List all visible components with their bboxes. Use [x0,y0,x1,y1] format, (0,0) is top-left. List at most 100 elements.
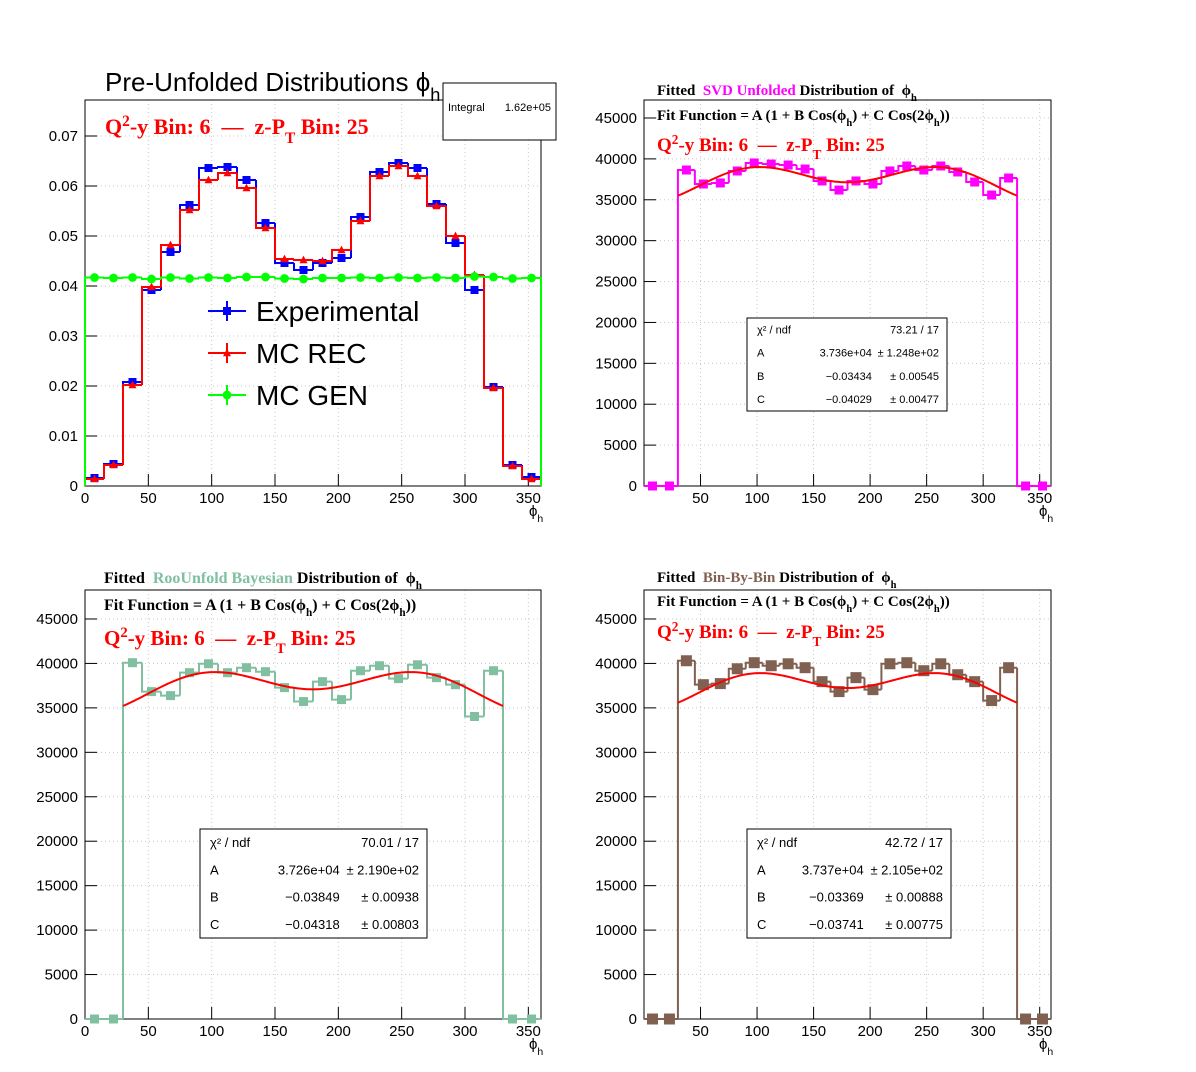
marker [646,1013,658,1025]
marker [749,158,759,168]
stats-value: −0.04029 [826,394,872,406]
marker [647,481,657,491]
y-tick-label: 30000 [595,744,637,761]
marker [800,164,810,174]
frame [643,589,1052,1020]
x-tick-label: 150 [262,490,287,507]
frame [643,99,1052,487]
fit-curve [122,671,504,707]
marker [664,481,674,491]
marker [527,273,536,283]
text-segment: 2 [672,132,679,147]
text-segment: h [416,580,423,592]
marker [261,219,270,227]
text-segment: Bin: 25 [821,135,884,156]
text-segment: Fit Function = A (1 + B Cos(ϕ [104,597,306,614]
marker [166,691,175,701]
stats-error: ± 0.00477 [890,394,939,406]
x-tick-label: 250 [914,1023,939,1040]
marker [166,248,175,256]
text-segment: ϕ [1039,503,1047,520]
y-tick-label: 15000 [595,878,637,895]
marker [337,273,346,283]
histogram-bin [502,388,522,467]
stats-value: 42.72 / 17 [885,835,943,850]
stats-value: −0.03434 [826,371,872,383]
marker [375,661,384,671]
marker [868,179,878,189]
marker [766,159,776,169]
text-segment: Fit Function = A (1 + B Cos(ϕ [657,594,846,610]
marker [223,163,232,171]
text-segment: )) [940,594,950,610]
x-tick-label: 350 [516,1023,541,1040]
x-tick-label: 50 [692,1023,709,1040]
y-tick-label: 5000 [45,967,78,984]
marker [90,273,99,282]
marker [109,460,118,469]
marker [936,161,946,171]
marker [918,665,930,677]
y-tick-label: 0 [629,478,637,495]
x-tick-label: 50 [692,490,709,507]
text-segment: RooUnfold Bayesian [153,570,293,587]
x-tick-label: 200 [858,490,883,507]
text-segment: ϕ [1039,1036,1047,1053]
marker [432,673,441,683]
y-tick-label: 10000 [595,396,637,413]
annotation: Q2-y Bin: 6 — z-PT Bin: 25 [105,113,369,147]
marker [986,695,998,707]
x-tick-label: 150 [801,1023,826,1040]
text-segment: h [537,513,543,525]
histogram-bin [388,165,408,176]
marker [242,663,251,673]
stats-label: χ² / ndf [210,835,250,850]
stats-label: B [757,371,764,383]
stats-label: Integral [448,102,485,114]
text-segment: T [285,130,296,147]
annotation: Q2-y Bin: 6 — z-PT Bin: 25 [104,625,356,657]
text-segment: 2 [122,113,130,130]
marker [901,657,913,669]
marker [681,165,691,175]
marker [242,176,251,184]
marker [375,171,384,180]
stats-box [746,828,952,939]
x-tick-label: 100 [199,490,224,507]
marker [223,273,232,283]
histogram-bin [179,209,199,245]
y-tick-label: 45000 [595,110,637,127]
text-segment: ) + C Cos(2ϕ [852,594,934,610]
marker [318,256,327,265]
x-tick-label: 50 [140,490,157,507]
marker [318,677,327,687]
stats-value: −0.03369 [809,890,864,905]
marker [128,380,137,389]
marker [147,274,156,284]
y-tick-label: 5000 [604,437,637,454]
y-tick-label: 0.07 [49,128,78,145]
y-tick-label: 10000 [36,922,78,939]
histogram-bin [198,179,218,210]
text-segment: -y Bin: 6 — z-P [678,622,812,643]
y-tick-label: 20000 [595,833,637,850]
histogram-bin [236,173,256,189]
marker [261,667,270,677]
marker [337,254,346,262]
x-axis-label: ϕh [529,503,543,525]
marker [147,282,156,291]
marker [470,711,479,721]
marker [356,273,365,282]
histogram-bin [407,166,427,177]
y-tick-label: 40000 [595,151,637,168]
marker [223,168,232,177]
marker [166,273,175,282]
histogram-bin [445,206,465,237]
x-tick-label: 350 [1027,1023,1052,1040]
marker [204,164,213,172]
marker [470,272,479,281]
histogram-bin [141,286,161,385]
marker [299,697,308,707]
marker [204,273,213,282]
